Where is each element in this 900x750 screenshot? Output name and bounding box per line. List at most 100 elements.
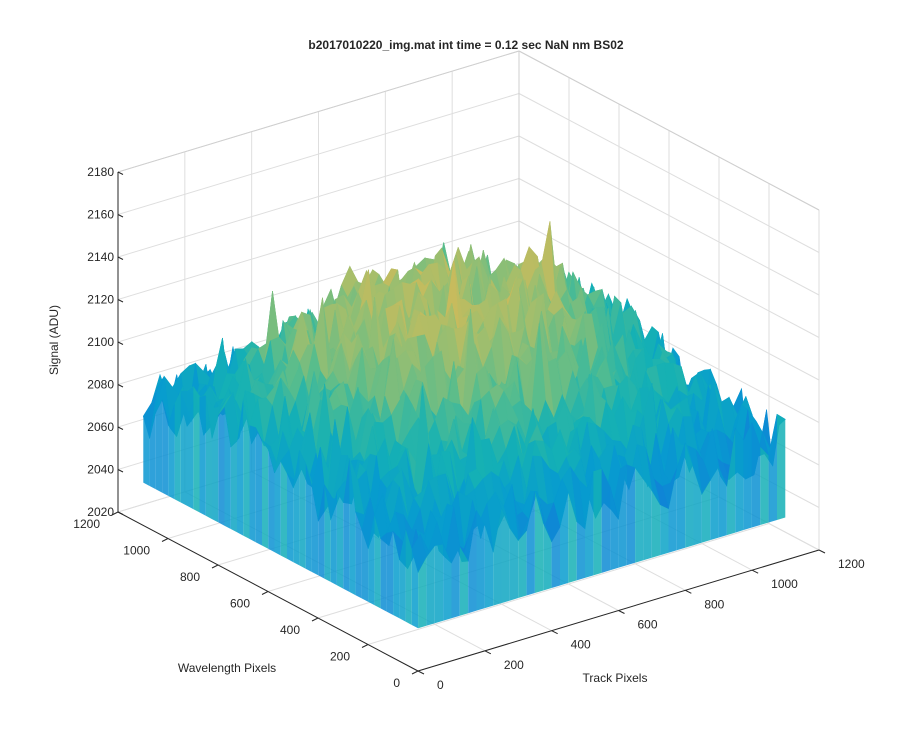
x-tick-label: 0 <box>437 678 444 692</box>
surface-wall <box>349 458 356 596</box>
surface-wall <box>305 463 312 572</box>
surface-wall <box>399 529 406 622</box>
surface-wall <box>610 486 619 571</box>
y-tick-mark <box>361 644 369 648</box>
grid-line <box>367 523 770 645</box>
y-axis-label: Wavelength Pixels <box>178 661 276 675</box>
z-tick-mark <box>117 256 124 260</box>
z-tick-label: 2160 <box>87 208 114 222</box>
x-tick-mark <box>551 630 558 635</box>
surface-wall <box>155 400 163 493</box>
chart-title: b2017010220_img.mat int time = 0.12 sec … <box>308 38 623 52</box>
surface-wall <box>393 531 400 619</box>
surface-wall <box>237 398 244 536</box>
surface-wall <box>585 471 594 578</box>
surface-wall <box>143 416 150 486</box>
z-axis-label: Signal (ADU) <box>47 305 61 375</box>
surface-wall <box>343 458 350 592</box>
surface-wall <box>361 529 369 602</box>
surface-wall <box>518 530 527 598</box>
y-tick-mark <box>211 564 219 569</box>
surface-wall <box>205 395 212 520</box>
x-tick-label: 400 <box>571 638 591 652</box>
surface-wall <box>418 557 427 629</box>
surface-wall <box>262 440 269 549</box>
surface-wall <box>668 468 677 553</box>
surface-wall <box>168 404 175 500</box>
x-tick-mark <box>818 549 826 554</box>
surface-wall <box>760 446 769 525</box>
surface-wall <box>501 508 510 604</box>
grid-line <box>117 135 520 258</box>
z-tick-mark <box>117 171 124 175</box>
x-tick-label: 600 <box>638 618 658 632</box>
surface-wall <box>380 532 387 612</box>
surface-wall <box>560 492 569 586</box>
y-tick-label: 400 <box>280 623 300 637</box>
surface-wall <box>635 467 644 563</box>
surface-wall <box>255 427 262 546</box>
surface-wall <box>368 515 375 606</box>
surface-wall <box>777 414 786 520</box>
z-tick-mark <box>117 511 124 515</box>
surface-wall <box>651 490 661 558</box>
x-tick-label: 800 <box>704 597 724 611</box>
surface-wall <box>311 486 319 576</box>
grid-line <box>518 220 820 381</box>
surface-wall <box>280 461 287 559</box>
surface-wall <box>243 398 250 539</box>
y-tick-mark <box>411 670 419 675</box>
surface-wall <box>718 466 727 538</box>
surface-wall <box>493 508 502 606</box>
surface-wall <box>230 441 237 533</box>
surface-wall <box>212 415 219 523</box>
x-tick-label: 1200 <box>838 557 865 571</box>
surface-wall <box>751 422 761 528</box>
surface-wall <box>274 461 281 556</box>
z-tick-label: 2140 <box>87 250 114 264</box>
x-tick-mark <box>484 650 492 655</box>
x-tick-mark <box>417 670 425 675</box>
surface-wall <box>543 523 552 591</box>
surface-wall <box>249 425 256 543</box>
surface-wall <box>451 546 460 619</box>
surface-wall <box>193 386 200 513</box>
z-tick-label: 2120 <box>87 293 114 307</box>
surface-wall <box>386 531 394 615</box>
z-tick-label: 2020 <box>87 505 114 519</box>
x-axis-label: Track Pixels <box>583 671 648 685</box>
box-edge <box>117 50 520 173</box>
surface-wall <box>601 468 611 573</box>
y-tick-label: 0 <box>393 676 400 690</box>
surface-wall <box>618 464 627 568</box>
x-tick-mark <box>685 589 692 594</box>
surface-wall <box>693 468 702 546</box>
z-tick-mark <box>117 341 124 345</box>
x-tick-label: 200 <box>504 658 524 672</box>
surface-wall <box>224 406 231 529</box>
x-tick-mark <box>751 569 759 574</box>
surface-wall <box>218 406 225 526</box>
surface-wall <box>660 504 669 556</box>
z-tick-label: 2100 <box>87 335 114 349</box>
y-tick-mark <box>261 591 269 595</box>
y-tick-mark <box>111 511 119 516</box>
y-tick-mark <box>311 617 319 622</box>
surface-wall <box>324 485 331 582</box>
y-tick-label: 200 <box>330 650 350 664</box>
z-tick-label: 2180 <box>87 165 114 179</box>
surface-wall <box>534 491 544 593</box>
grid-line <box>117 178 520 300</box>
x-tick-mark <box>618 610 625 614</box>
surface-wall <box>726 428 736 536</box>
surface-wall <box>743 422 752 530</box>
surface-wall <box>768 414 777 523</box>
surface-wall <box>434 544 444 624</box>
surface-wall <box>685 443 694 548</box>
grid-line <box>518 135 820 296</box>
surface-wall <box>405 529 412 625</box>
z-tick-mark <box>117 384 124 388</box>
surface-wall <box>443 544 452 621</box>
z-tick-mark <box>117 214 124 218</box>
